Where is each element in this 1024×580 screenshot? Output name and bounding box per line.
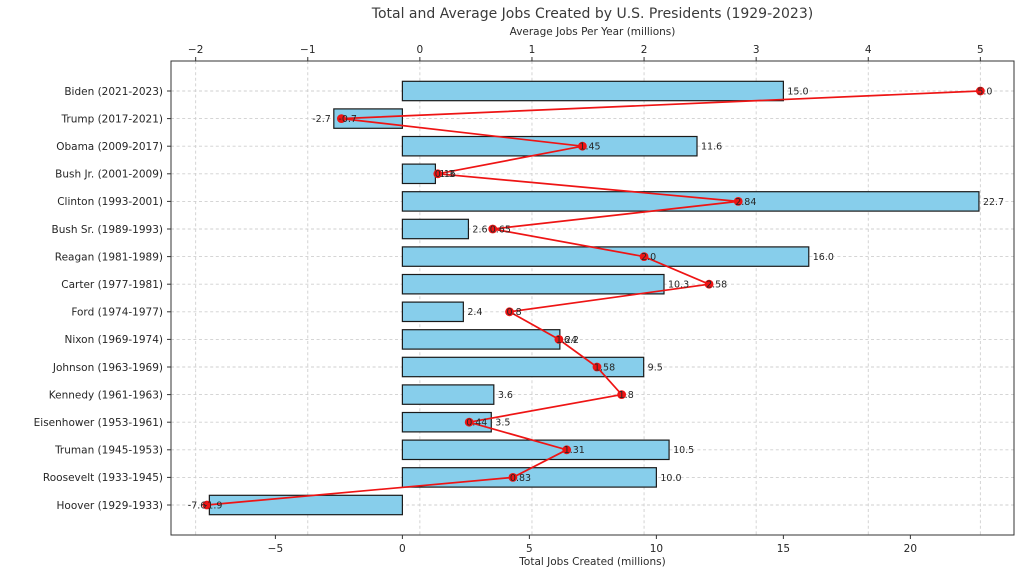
avg-value-label: 0.8 xyxy=(507,307,522,318)
y-axis-category-label: Eisenhower (1953-1961) xyxy=(34,417,163,429)
bar xyxy=(401,246,810,267)
avg-marker xyxy=(639,252,649,261)
avg-value-label: 2.0 xyxy=(641,252,656,263)
top-axis-tick-label: −2 xyxy=(188,44,203,56)
bar-value-label: 15.0 xyxy=(787,86,808,97)
y-axis-category-label: Bush Sr. (1989-1993) xyxy=(52,224,163,236)
avg-line xyxy=(206,90,981,506)
avg-value-label: 0.16 xyxy=(435,169,456,180)
bottom-axis-tick-label: 20 xyxy=(904,543,917,555)
bar xyxy=(401,329,561,350)
avg-marker xyxy=(704,279,714,289)
bottom-axis-tick-label: 5 xyxy=(526,543,533,555)
bar-value-label: 3.6 xyxy=(498,390,513,401)
bar xyxy=(401,356,645,378)
y-axis-category-label: Reagan (1981-1989) xyxy=(55,251,163,263)
avg-value-label: 1.45 xyxy=(579,142,600,153)
bar-value-label: 3.5 xyxy=(495,418,510,429)
avg-value-label: 0.65 xyxy=(490,224,511,235)
y-axis-category-label: Trump (2017-2021) xyxy=(61,113,164,125)
bar-value-label: 11.6 xyxy=(701,142,722,153)
y-axis-category-label: Biden (2021-2023) xyxy=(64,86,163,98)
y-axis-category-label: Bush Jr. (2001-2009) xyxy=(55,169,163,181)
avg-value-label: 5.0 xyxy=(977,86,992,97)
y-axis-category-label: Truman (1945-1953) xyxy=(54,445,163,457)
avg-marker xyxy=(562,445,572,455)
bar-value-label: 2.4 xyxy=(467,307,482,318)
avg-marker xyxy=(505,307,514,317)
bar xyxy=(208,494,403,516)
avg-value-label: 1.31 xyxy=(564,445,585,456)
avg-marker xyxy=(578,141,587,151)
avg-marker xyxy=(554,335,564,344)
bar xyxy=(401,218,470,240)
y-axis-category-label: Clinton (1993-2001) xyxy=(57,196,163,208)
top-axis-tick-label: −1 xyxy=(300,44,315,56)
avg-marker xyxy=(488,224,498,234)
y-axis-category-label: Nixon (1969-1974) xyxy=(64,334,163,346)
bar-value-label: 1.3 xyxy=(439,169,454,180)
top-axis-tick-label: 5 xyxy=(977,44,984,56)
avg-value-label: 0.44 xyxy=(466,418,487,429)
bottom-axis-tick-label: 0 xyxy=(399,543,406,555)
avg-marker xyxy=(733,197,743,206)
avg-marker xyxy=(508,473,518,482)
avg-marker xyxy=(592,362,602,372)
top-axis-title: Average Jobs Per Year (millions) xyxy=(509,26,676,38)
bar-value-label: 22.7 xyxy=(983,197,1004,208)
bottom-axis-tick-label: −5 xyxy=(268,543,283,555)
bar xyxy=(401,135,698,157)
top-axis-tick-label: 1 xyxy=(529,44,536,56)
bar-value-label: 2.6 xyxy=(472,224,487,235)
avg-value-label: -1.9 xyxy=(204,500,223,511)
avg-value-label: 2.84 xyxy=(735,197,756,208)
bar-value-label: -7.6 xyxy=(188,500,207,511)
y-axis-category-label: Obama (2009-2017) xyxy=(56,141,163,153)
bar-value-label: -2.7 xyxy=(312,114,331,125)
bottom-axis-tick-label: 15 xyxy=(777,543,790,555)
bar xyxy=(401,411,492,433)
top-axis-tick-label: 3 xyxy=(753,44,760,56)
bar-value-label: 9.5 xyxy=(648,362,663,373)
bar-value-label: 10.0 xyxy=(660,473,681,484)
bar xyxy=(401,301,464,323)
avg-marker xyxy=(617,390,627,399)
y-axis-category-label: Roosevelt (1933-1945) xyxy=(43,472,163,484)
top-axis-tick-label: 2 xyxy=(641,44,648,56)
chart-title: Total and Average Jobs Created by U.S. P… xyxy=(371,6,814,22)
bar xyxy=(401,273,665,295)
bar-value-label: 10.5 xyxy=(673,445,694,456)
bar xyxy=(401,163,437,185)
avg-value-label: 0.83 xyxy=(510,473,531,484)
y-axis-category-label: Kennedy (1961-1963) xyxy=(49,389,163,401)
bottom-axis-title: Total Jobs Created (millions) xyxy=(519,556,666,568)
bar xyxy=(401,191,980,212)
bar-value-label: 10.3 xyxy=(668,280,689,291)
top-axis-tick-label: 0 xyxy=(417,44,424,56)
top-axis-tick-label: 4 xyxy=(865,44,872,56)
y-axis-category-label: Ford (1974-1977) xyxy=(71,307,163,319)
avg-marker xyxy=(202,500,212,510)
avg-marker xyxy=(975,86,985,96)
bar xyxy=(401,439,670,461)
avg-value-label: 1.58 xyxy=(594,362,615,373)
y-axis-category-label: Johnson (1963-1969) xyxy=(52,362,163,374)
bar xyxy=(401,384,495,405)
avg-value-label: 1.8 xyxy=(619,390,634,401)
avg-value-label: 2.58 xyxy=(706,280,727,291)
bar-value-label: 16.0 xyxy=(813,252,834,263)
avg-marker xyxy=(433,169,443,179)
y-axis-category-label: Hoover (1929-1933) xyxy=(57,500,164,512)
bar-value-label: 6.2 xyxy=(564,335,579,346)
avg-marker xyxy=(336,114,346,123)
avg-marker xyxy=(464,417,474,427)
plot-border xyxy=(170,60,1015,536)
y-axis-category-label: Carter (1977-1981) xyxy=(61,279,163,291)
avg-value-label: -0.7 xyxy=(338,114,357,125)
avg-value-label: 1.24 xyxy=(556,335,577,346)
bottom-axis-tick-label: 10 xyxy=(650,543,663,555)
bar xyxy=(401,80,784,102)
